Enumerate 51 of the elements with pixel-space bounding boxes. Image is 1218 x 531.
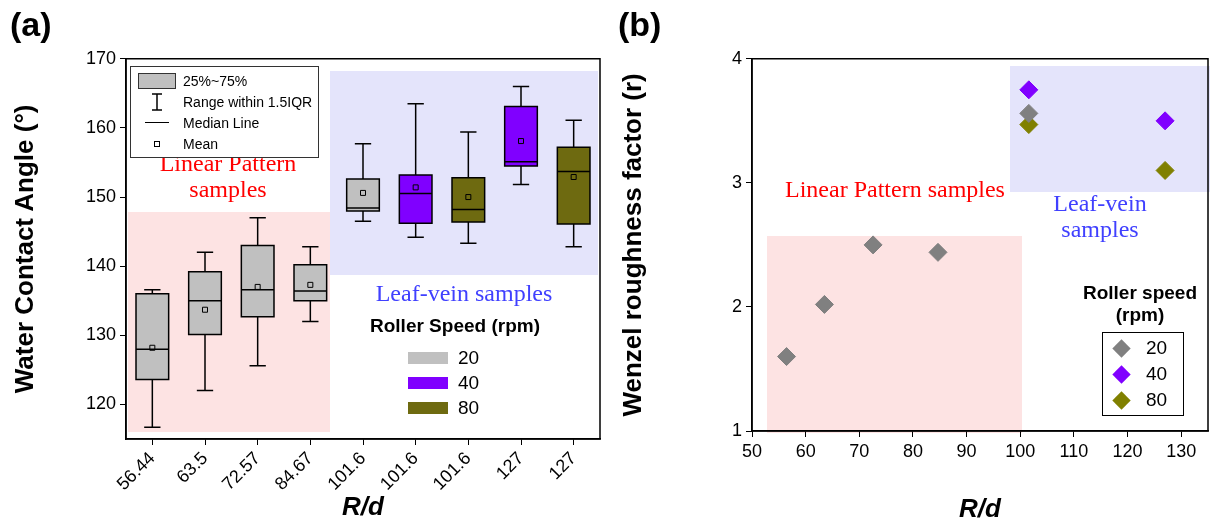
point — [1019, 103, 1039, 123]
annotation: 25%~75% — [183, 72, 248, 89]
annotation: Leaf-vein samples — [1052, 190, 1148, 242]
y-tick-label: 170 — [85, 47, 116, 68]
annotation: Linear Pattern samples — [784, 176, 1006, 202]
y-tick-label: 3 — [731, 171, 742, 192]
legend-title: Roller Speed (rpm) — [370, 315, 540, 337]
annotation: Range within 1.5IQR — [183, 93, 313, 110]
legend-label: 40 — [458, 371, 480, 394]
x-tick-label: 130 — [1166, 440, 1197, 461]
x-tick-label: 100 — [1005, 440, 1036, 461]
legend-label: 20 — [458, 346, 480, 369]
annotation: Median Line — [183, 114, 260, 131]
legend-label: 80 — [1146, 389, 1168, 411]
y-axis-title: Water Contact Angle (°) — [8, 104, 39, 394]
point — [928, 242, 948, 262]
point — [814, 294, 834, 314]
annotation: Linear Pattern samples — [158, 150, 298, 202]
y-tick-label: 140 — [85, 255, 116, 276]
x-tick-label: 80 — [902, 440, 923, 461]
x-tick-label: 127 — [491, 447, 528, 484]
y-tick-label: 150 — [85, 186, 116, 207]
annotation: Mean — [183, 135, 219, 152]
y-tick-label: 4 — [731, 47, 742, 68]
x-tick-label: 60 — [795, 440, 816, 461]
chart-title: (b) — [618, 4, 662, 43]
point — [1019, 80, 1039, 100]
point — [1155, 111, 1175, 131]
y-axis-title: Wenzel roughness factor (r) — [616, 73, 647, 417]
y-tick-label: 130 — [85, 324, 116, 345]
x-axis-title: R/d — [342, 490, 386, 521]
chart-title: (a) — [10, 4, 52, 43]
x-axis-title: R/d — [959, 492, 1003, 523]
legend-label: 20 — [1146, 337, 1168, 359]
y-tick-label: 160 — [85, 116, 116, 137]
annotation: Leaf-vein samples — [374, 280, 554, 306]
legend-label: 80 — [458, 396, 480, 419]
x-tick-label: 120 — [1112, 440, 1143, 461]
x-tick-label: 70 — [849, 440, 870, 461]
point — [1155, 160, 1175, 180]
x-tick-label: 110 — [1059, 440, 1089, 461]
y-tick-label: 1 — [731, 419, 742, 440]
legend-label: 40 — [1146, 363, 1168, 385]
legend-title: Roller speed (rpm) — [1081, 282, 1198, 326]
point — [777, 347, 797, 367]
point — [863, 235, 883, 255]
y-tick-label: 120 — [85, 393, 116, 414]
x-tick-label: 50 — [741, 440, 763, 461]
x-tick-label: 127 — [544, 447, 581, 484]
y-tick-label: 2 — [731, 295, 742, 316]
x-tick-label: 90 — [956, 440, 977, 461]
